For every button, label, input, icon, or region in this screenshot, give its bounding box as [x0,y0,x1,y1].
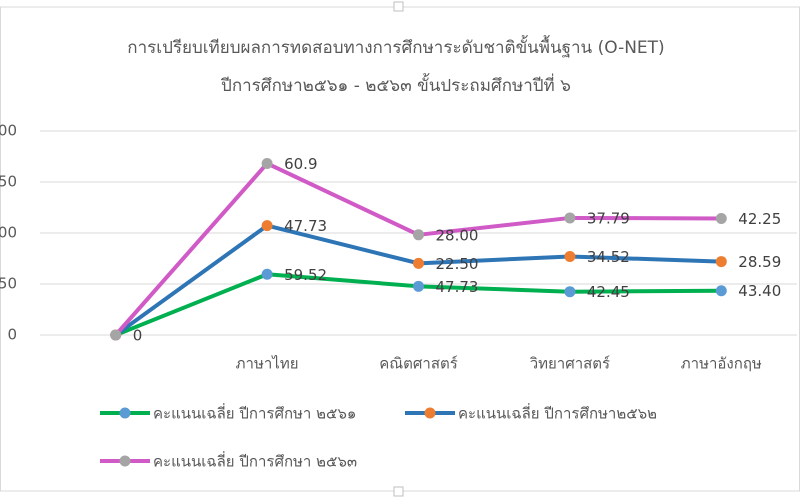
point-marker [413,257,424,269]
x-tick-label: คณิตศาสตร์ [379,355,458,373]
legend-label: คะแนนเฉลี่ย ปีการศึกษา ๒๕๖๓ [153,451,357,471]
point-marker [715,212,727,224]
y-tick-label: 0 [7,326,17,344]
data-label: 28.00 [436,226,479,244]
data-label: 47.73 [284,217,327,235]
point-marker [715,285,727,297]
resize-handle[interactable] [393,486,404,497]
y-tick-label: 100 [0,224,17,242]
data-label: 28.59 [738,253,781,271]
chart-subtitle: ปีการศึกษา๒๕๖๑ - ๒๕๖๓ ขั้นประถมศึกษาปีที… [220,73,571,96]
series-line [114,161,722,337]
data-label: 0 [133,327,143,345]
point-marker [564,250,576,262]
data-label: 59.52 [284,266,327,284]
legend-label: คะแนนเฉลี่ย ปีการศึกษา ๒๕๖๑ [153,403,356,423]
point-marker [110,329,122,341]
data-label: 42.25 [738,210,781,228]
data-label: 60.9 [284,155,317,173]
data-label: 22.50 [436,255,479,273]
point-marker [715,256,727,268]
data-label: 37.79 [587,209,630,227]
point-marker [261,220,273,232]
point-marker [261,157,273,169]
series-line [114,223,722,337]
x-tick-label: วิทยาศาสตร์ [529,355,610,373]
chart-title: การเปรียบเทียบผลการทดสอบทางการศึกษาระดับ… [127,35,664,58]
point-marker [564,212,576,224]
y-tick-label: 150 [0,173,17,191]
y-tick-label: 50 [0,275,17,293]
y-tick-label: 200 [0,122,17,140]
data-label: 47.73 [436,278,479,296]
legend-marker [119,455,131,467]
legend-marker [119,407,131,419]
resize-handle[interactable] [393,1,404,12]
data-label: 42.45 [587,283,630,301]
point-marker [413,229,424,241]
x-tick-label: ภาษาไทย [236,355,299,373]
legend-label: คะแนนเฉลี่ย ปีการศึกษา๒๕๖๒ [458,403,657,423]
data-label: 43.40 [738,282,781,300]
point-marker [261,268,273,280]
legend-marker [424,407,436,419]
point-marker [564,286,576,298]
point-marker [413,280,424,292]
data-label: 34.52 [587,248,630,266]
x-tick-label: ภาษาอังกฤษ [681,355,762,373]
